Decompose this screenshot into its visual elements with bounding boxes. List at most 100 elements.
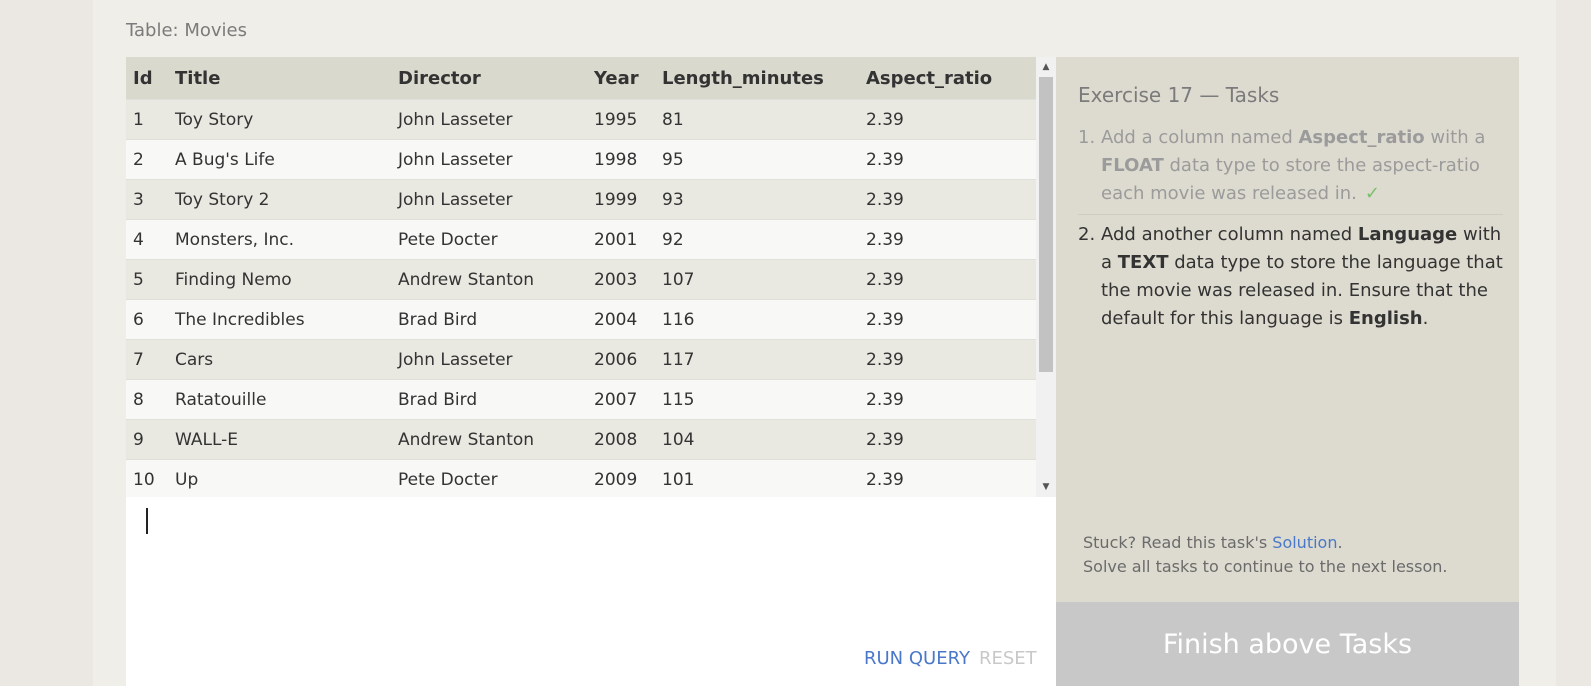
table-cell: Brad Bird (391, 379, 587, 420)
table-scrollbar[interactable]: ▲ ▼ (1036, 57, 1056, 497)
table-cell: Cars (168, 339, 391, 380)
column-header-id: Id (126, 57, 168, 100)
scroll-up-arrow-icon[interactable]: ▲ (1042, 62, 1050, 72)
table-cell: 2.39 (859, 139, 1036, 180)
table-cell: 115 (655, 379, 859, 420)
task-text-part: data type to store the language that the… (1101, 252, 1503, 329)
table-cell: Toy Story 2 (168, 179, 391, 220)
task-list: 1. Add a column named Aspect_ratio with a… (1078, 124, 1503, 333)
table-cell: 107 (655, 259, 859, 300)
column-header-director: Director (391, 57, 587, 100)
help-text: Stuck? Read this task's Solution. Solve … (1083, 531, 1447, 579)
table-row: 3 Toy Story 2 John Lasseter 1999 93 2.39 (126, 179, 1036, 220)
table-cell: Andrew Stanton (391, 259, 587, 300)
task-number: 1. (1078, 127, 1096, 148)
table-cell: Up (168, 459, 391, 497)
task-text: Add a column named Aspect_ratio with a F… (1101, 124, 1503, 208)
table-cell: Finding Nemo (168, 259, 391, 300)
task-keyword: English (1348, 308, 1423, 329)
table-body: 1 Toy Story John Lasseter 1995 81 2.39 2 A Bug'… (126, 99, 1036, 497)
task-text-part: with a (1424, 127, 1486, 148)
table-cell: 3 (126, 179, 168, 220)
table-cell: 1998 (587, 139, 655, 180)
task-keyword: FLOAT (1101, 155, 1164, 176)
task-text-part: with a (1101, 224, 1502, 273)
table-cell: John Lasseter (391, 139, 587, 180)
task-keyword: TEXT (1117, 252, 1169, 273)
table-cell: Pete Docter (391, 219, 587, 260)
table-cell: John Lasseter (391, 99, 587, 140)
table-row: 5 Finding Nemo Andrew Stanton 2003 107 2.39 (126, 259, 1036, 300)
table-cell: 4 (126, 219, 168, 260)
table-cell: 93 (655, 179, 859, 220)
task-item: 2. Add another column named Language with… (1078, 215, 1503, 333)
table-cell: 2.39 (859, 259, 1036, 300)
table-cell: 101 (655, 459, 859, 497)
run-query-button[interactable]: RUN QUERY (864, 648, 970, 669)
task-text-part: data type to store the aspect-ratio each… (1101, 155, 1480, 204)
text-cursor (146, 508, 148, 534)
table-row: 8 Ratatouille Brad Bird 2007 115 2.39 (126, 379, 1036, 420)
table-caption: Table: Movies (126, 20, 247, 41)
table-cell: 2004 (587, 299, 655, 340)
query-editor[interactable] (126, 497, 1056, 686)
finish-tasks-button[interactable]: Finish above Tasks (1056, 602, 1519, 686)
scroll-down-arrow-icon[interactable]: ▼ (1042, 482, 1050, 492)
table-cell: 2.39 (859, 99, 1036, 140)
stuck-suffix: . (1337, 533, 1343, 552)
table-cell: 2003 (587, 259, 655, 300)
table-cell: 2008 (587, 419, 655, 460)
table-cell: Ratatouille (168, 379, 391, 420)
lesson-page: Table: Movies Id Title Director Year Len… (93, 0, 1556, 686)
table-row: 6 The Incredibles Brad Bird 2004 116 2.39 (126, 299, 1036, 340)
column-header-title: Title (168, 57, 391, 100)
table-cell: 2006 (587, 339, 655, 380)
task-number: 2. (1078, 224, 1096, 245)
scrollbar-thumb[interactable] (1039, 77, 1053, 372)
stuck-prefix: Stuck? Read this task's (1083, 533, 1273, 552)
table-cell: 5 (126, 259, 168, 300)
reset-button[interactable]: RESET (979, 648, 1037, 669)
task-text-part: . (1422, 308, 1429, 329)
table-cell: 7 (126, 339, 168, 380)
table-cell: 8 (126, 379, 168, 420)
table-cell: 2009 (587, 459, 655, 497)
table-cell: 116 (655, 299, 859, 340)
task-item: 1. Add a column named Aspect_ratio with a… (1078, 124, 1503, 215)
table-cell: 92 (655, 219, 859, 260)
table-cell: 1995 (587, 99, 655, 140)
task-keyword: Aspect_ratio (1298, 127, 1425, 148)
table-header-row: Id Title Director Year Length_minutes As… (126, 57, 1036, 100)
tasks-panel: Exercise 17 — Tasks 1. Add a column named… (1056, 57, 1519, 602)
table-cell: 1 (126, 99, 168, 140)
table-cell: 1999 (587, 179, 655, 220)
table-cell: 2.39 (859, 339, 1036, 380)
task-text-part: Add a column named (1101, 127, 1299, 148)
table-cell: 81 (655, 99, 859, 140)
table-cell: WALL-E (168, 419, 391, 460)
tasks-title: Exercise 17 — Tasks (1078, 83, 1280, 107)
table-cell: 95 (655, 139, 859, 180)
table-cell: 2.39 (859, 419, 1036, 460)
table-cell: 2.39 (859, 459, 1036, 497)
table-cell: 6 (126, 299, 168, 340)
task-keyword: Language (1357, 224, 1458, 245)
table-cell: 10 (126, 459, 168, 497)
table-cell: John Lasseter (391, 179, 587, 220)
table-cell: Andrew Stanton (391, 419, 587, 460)
table-cell: Brad Bird (391, 299, 587, 340)
table-cell: Pete Docter (391, 459, 587, 497)
column-header-length-minutes: Length_minutes (655, 57, 859, 100)
table-cell: 2.39 (859, 179, 1036, 220)
task-text: Add another column named Language with a… (1101, 221, 1503, 333)
table-cell: 2.39 (859, 299, 1036, 340)
table-row: 4 Monsters, Inc. Pete Docter 2001 92 2.39 (126, 219, 1036, 260)
continue-text: Solve all tasks to continue to the next … (1083, 557, 1448, 576)
table-row: 10 Up Pete Docter 2009 101 2.39 (126, 459, 1036, 497)
table-cell: 2.39 (859, 379, 1036, 420)
table-cell: John Lasseter (391, 339, 587, 380)
task-text-part: Add another column named (1101, 224, 1358, 245)
table-cell: 104 (655, 419, 859, 460)
table-cell: Monsters, Inc. (168, 219, 391, 260)
solution-link[interactable]: Solution (1272, 533, 1338, 552)
